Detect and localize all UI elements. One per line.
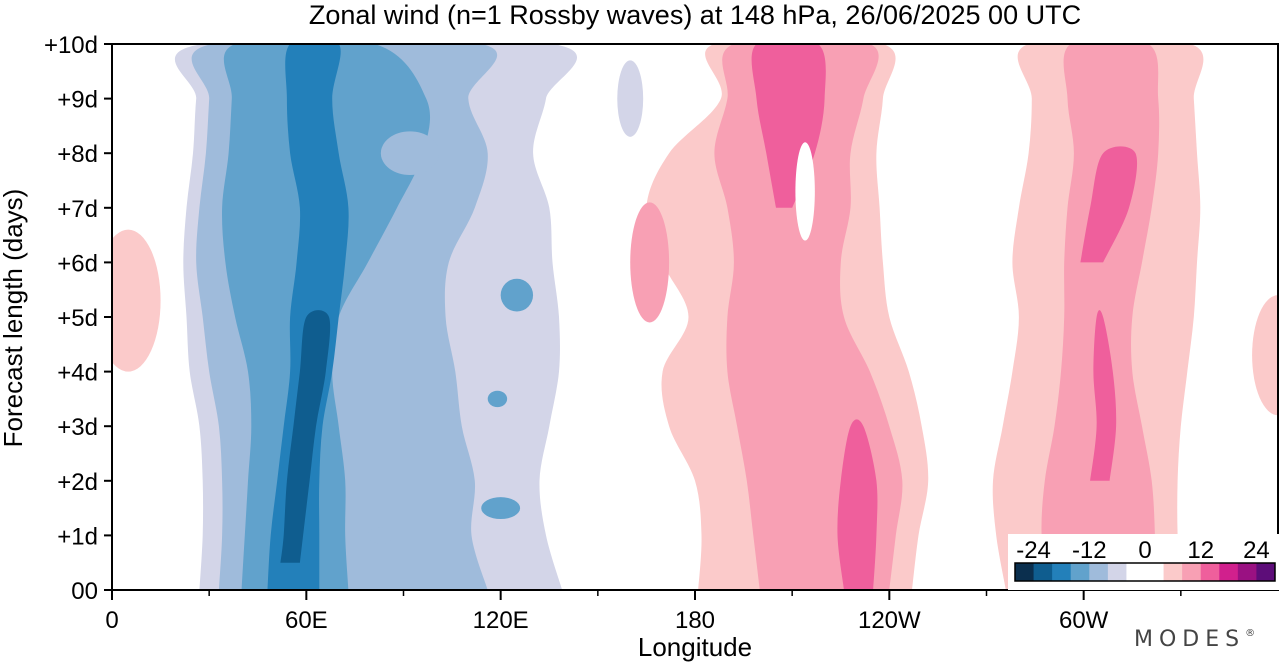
colorbar-swatch [1126,563,1146,581]
colorbar-swatch [1107,563,1127,581]
contour-blob-0 [112,229,161,372]
contour-blob-3 [630,202,670,323]
x-tick-label: 180 [675,607,715,634]
x-tick-label: 60W [1059,607,1109,634]
brand-logo: MODES® [1134,627,1255,652]
contour-band-pos-3c [1090,310,1117,481]
axes: 0 60E 120E 180 120W 60W 00 +1d +2d +3d +4d +5d +6d +7… [44,32,1279,634]
colorbar-swatch [1237,563,1257,581]
contour-band-neg-5 [280,310,331,563]
y-tick-label: +4d [57,360,98,387]
y-tick-label: +1d [57,523,98,550]
registered-mark: ® [1245,628,1255,639]
y-tick-label: +3d [57,414,98,441]
colorbar-swatch [1219,563,1239,581]
colorbar-swatch [1256,563,1276,581]
colorbar-swatch [1089,563,1109,581]
colorbar-swatch [1145,563,1165,581]
y-tick-label: +2d [57,469,98,496]
contour-band-pos-3d [1080,146,1138,263]
chart-title: Zonal wind (n=1 Rossby waves) at 148 hPa… [309,0,1081,30]
contour-blob-4 [380,131,440,176]
plot-area [112,44,1278,590]
x-tick-label: 0 [105,607,118,634]
x-tick-label: 120E [473,607,529,634]
colorbar-label: -12 [1072,537,1107,564]
contour-blob-2 [617,60,644,137]
brand-name: MODES [1134,627,1245,652]
colorbar-swatch [1015,563,1035,581]
contour-blob-1 [1252,295,1278,416]
x-tick-label: 120W [858,607,921,634]
contour-blob-8 [487,390,508,408]
colorbar-label: 24 [1243,537,1270,564]
y-axis-label: Forecast length (days) [0,189,28,448]
contour-blob-5 [367,527,394,544]
colorbar-swatch [1033,563,1053,581]
contour-blob-9 [795,142,815,241]
y-tick-label: +6d [57,250,98,277]
colorbar-swatch [1200,563,1220,581]
y-tick-label: +9d [57,87,98,114]
contour-blob-7 [481,497,521,520]
colorbar-swatch [1070,563,1090,581]
y-tick-label: +8d [57,141,98,168]
contour-blob-6 [500,278,534,312]
y-tick-label: +7d [57,196,98,223]
colorbar-label: 12 [1187,537,1214,564]
colorbar-label: -24 [1016,537,1051,564]
colorbar-swatch [1052,563,1072,581]
colorbar-swatch [1163,563,1183,581]
y-tick-label: 00 [71,578,98,605]
x-tick-label: 60E [285,607,328,634]
contour-blob-10 [1103,44,1117,66]
colorbar-label: 0 [1138,537,1151,564]
colorbar: -24 -12 0 12 24 [1008,534,1280,590]
colorbar-frame [1014,562,1276,582]
contour-band-pos-3a [837,419,878,590]
colorbar-swatch [1182,563,1202,581]
x-axis-label: Longitude [638,632,752,662]
y-tick-label: +10d [44,32,98,59]
y-tick-label: +5d [57,305,98,332]
